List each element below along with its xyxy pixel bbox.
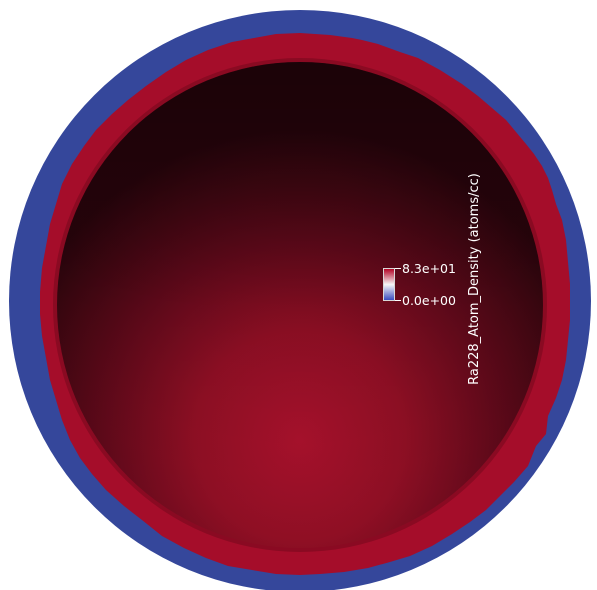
colorbar-max-label: 8.3e+01 [402,261,456,276]
colorbar [383,268,395,301]
sphere-shading [57,62,543,548]
colorbar-min-label: 0.0e+00 [402,293,456,308]
color-legend[interactable]: 8.3e+01 0.0e+00 [383,262,593,308]
legend-title-text: Ra228_Atom_Density (atoms/cc) [467,173,482,385]
colorbar-min-tick [395,300,401,301]
colorbar-max-tick [395,268,401,269]
